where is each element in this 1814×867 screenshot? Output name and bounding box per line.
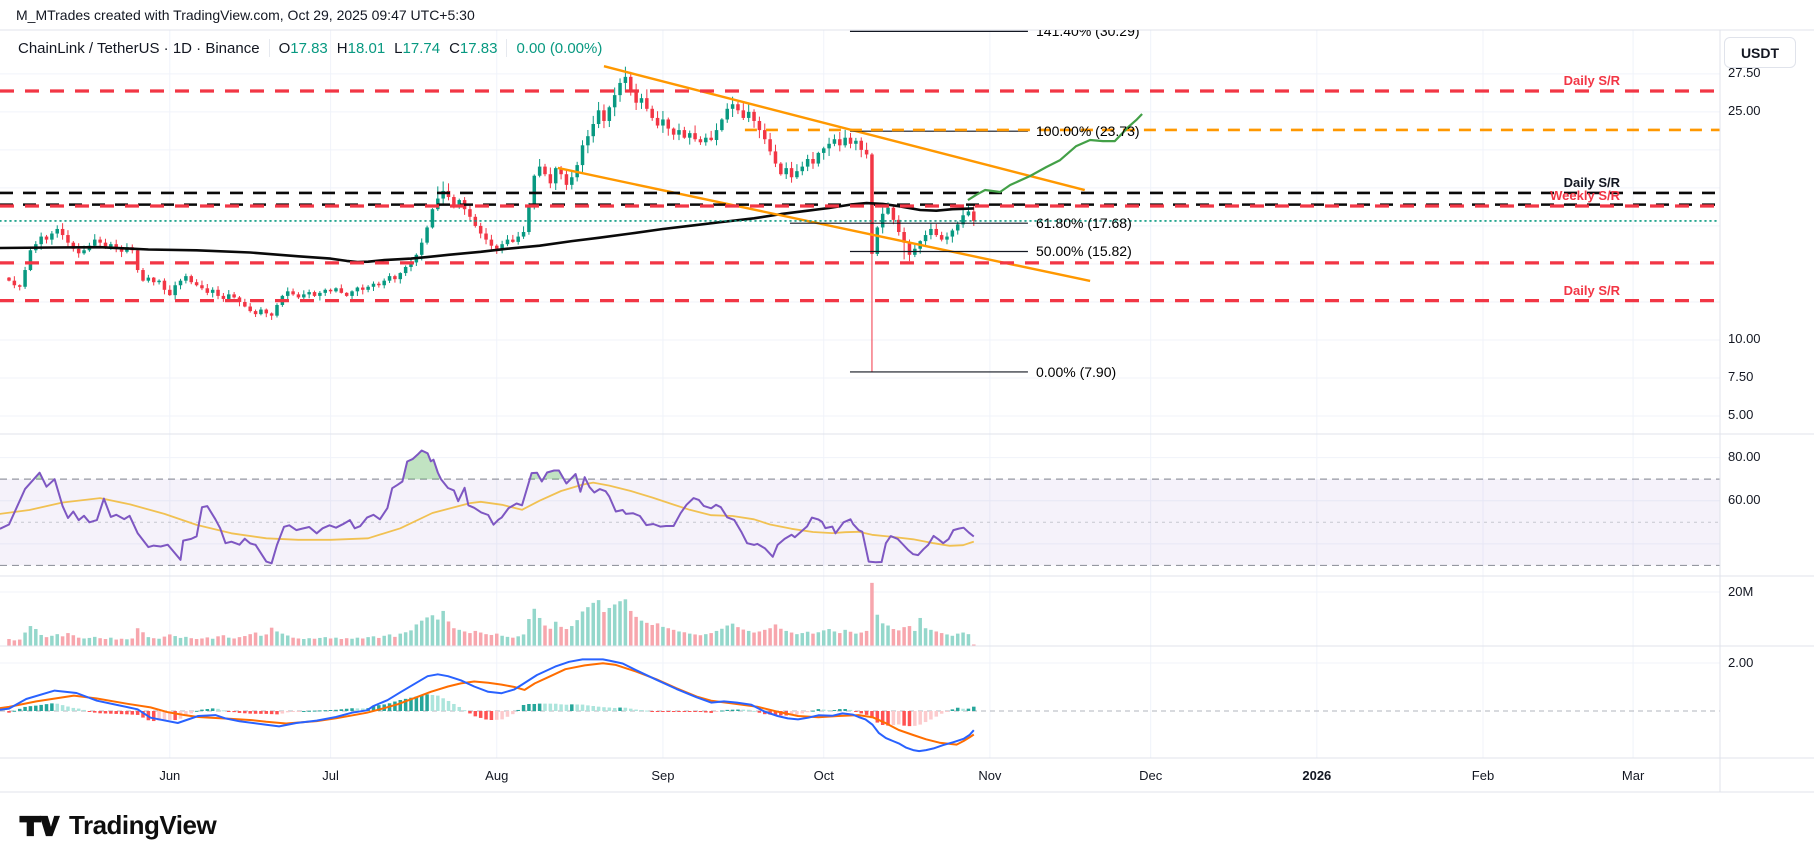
time-axis-label-Nov[interactable]: Nov [978,768,1002,783]
sr-label-3: Daily S/R [1563,282,1620,298]
price-tick-7.50: 7.50 [1728,369,1754,385]
price-tick-25.00: 25.00 [1728,102,1761,118]
fib-label-2: 50.00% (15.82) [1036,243,1132,260]
time-axis-label-Sep[interactable]: Sep [651,768,675,783]
change-value: 0.00 (0.00%) [516,39,603,57]
rsi-tick-80.00: 80.00 [1728,449,1761,465]
sr-label-1: Daily S/R [1563,174,1620,190]
time-axis-label-Mar[interactable]: Mar [1621,768,1645,783]
price-tick-5.00: 5.00 [1728,407,1754,423]
rsi-tick-60.00: 60.00 [1728,492,1761,508]
sr-label-0: Daily S/R [1563,73,1620,88]
time-axis-label-2026[interactable]: 2026 [1302,768,1332,783]
tradingview-logo-text: TradingView [69,810,217,840]
time-axis-label-Aug[interactable]: Aug [485,768,509,783]
time-axis-label-Jul[interactable]: Jul [322,768,339,783]
ohlc-values: O17.83 H18.01 L17.74 C17.83 [278,39,498,57]
price-scale[interactable]: 27.50 25.00 10.00 7.50 5.00 80.00 60.00 20M 2.00… [1720,30,1814,758]
main-pane-overlay: Daily S/R Daily S/R Weekly S/R Daily S/R 100… [0,30,1720,434]
volume-tick-20m: 20M [1728,583,1754,599]
fib-label-0: 100.00% (23.73) [1036,123,1140,140]
currency-toggle-button[interactable]: USDT [1724,37,1796,68]
fib-label-1: 61.80% (17.68) [1036,215,1132,232]
symbol-title[interactable]: ChainLink / TetherUS · 1D · Binance [18,39,260,57]
time-axis-label-Oct[interactable]: Oct [813,768,834,783]
tradingview-logo-icon [19,815,60,836]
macd-tick-2: 2.00 [1728,654,1754,670]
fib-label-3: 0.00% (7.90) [1036,363,1117,380]
time-axis-label-Jun[interactable]: Jun [159,768,181,783]
time-axis-label-Dec[interactable]: Dec [1139,768,1163,783]
legend-divider2 [506,39,508,57]
tradingview-logo[interactable]: TradingView [18,810,217,841]
legend-divider [268,39,270,57]
price-tick-27.50: 27.50 [1728,64,1761,80]
time-axis-label-Feb[interactable]: Feb [1471,768,1495,783]
watermark-attribution: M_MTrades created with TradingView.com, … [16,7,475,23]
price-tick-10.00: 10.00 [1728,331,1761,346]
sr-label-2: Weekly S/R [1550,187,1620,203]
symbol-legend: ChainLink / TetherUS · 1D · Binance O17.… [18,39,602,57]
fib-label-clipped: 141.40% (30.29) [1036,30,1140,40]
